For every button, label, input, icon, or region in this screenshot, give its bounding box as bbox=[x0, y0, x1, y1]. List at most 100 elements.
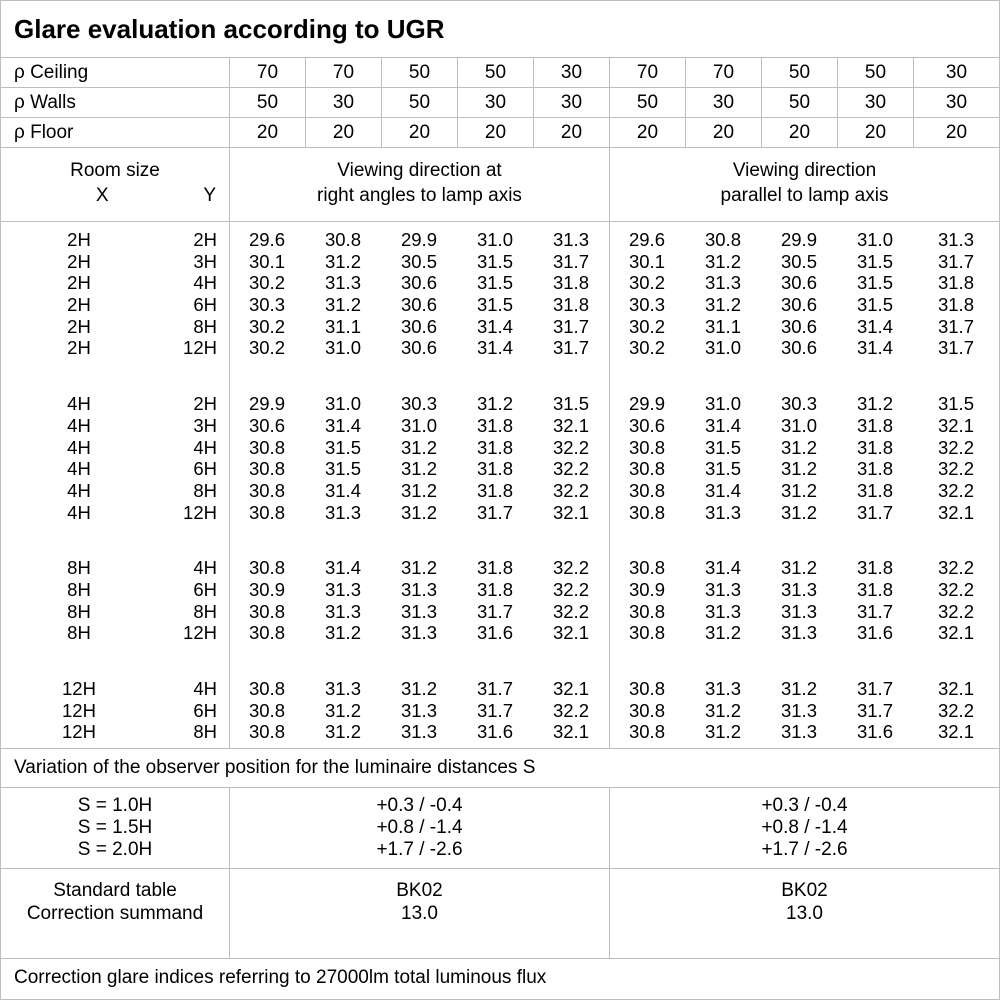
page-title: Glare evaluation according to UGR bbox=[14, 13, 445, 44]
reflectance-value: 20 bbox=[457, 118, 533, 147]
ugr-value-parallel: 31.1 bbox=[704, 315, 741, 337]
ugr-value-parallel: 31.4 bbox=[704, 479, 741, 501]
ugr-value-right-angles: 31.2 bbox=[324, 250, 361, 272]
ugr-value-right-angles: 32.2 bbox=[552, 436, 589, 458]
spacing-values-parallel: +0.3 / -0.4 +0.8 / -1.4 +1.7 / -2.6 bbox=[609, 788, 999, 868]
ugr-value-right-angles: 32.1 bbox=[552, 501, 589, 523]
ugr-value-parallel: 30.6 bbox=[780, 337, 817, 359]
standard-value-parallel: 13.0 bbox=[786, 903, 823, 924]
ugr-value-right-angles: 30.8 bbox=[248, 678, 285, 699]
ugr-value-parallel: 32.1 bbox=[937, 622, 974, 644]
ugr-row: 8H 12H 30.8 31.2 31.3 31.6 32.1 30.8 31.2 31.3 31.… bbox=[1, 622, 999, 644]
room-size-y: 6H bbox=[193, 578, 217, 600]
ugr-value-right-angles: 30.8 bbox=[248, 479, 285, 501]
reflectance-row-label: ρ Floor bbox=[14, 121, 74, 143]
room-size-y: 12H bbox=[183, 622, 217, 644]
ugr-value-right-angles: 30.6 bbox=[400, 337, 437, 359]
reflectance-table: ρ Ceiling 70 70 50 50 30 70 70 50 50 30 ρ Walls 50 30… bbox=[1, 58, 999, 148]
ugr-value-parallel: 31.7 bbox=[856, 501, 893, 523]
ugr-value-parallel: 31.4 bbox=[704, 414, 741, 436]
ugr-value-parallel: 31.3 bbox=[780, 578, 817, 600]
room-size-y: 12H bbox=[183, 501, 217, 523]
ugr-row: 8H 6H 30.9 31.3 31.3 31.8 32.2 30.9 31.3 31.3 31.8… bbox=[1, 579, 999, 601]
ugr-value-parallel: 31.2 bbox=[780, 436, 817, 458]
reflectance-value: 20 bbox=[913, 118, 999, 147]
ugr-value-right-angles: 30.3 bbox=[248, 294, 285, 316]
ugr-row: 12H 6H 30.8 31.2 31.3 31.7 32.2 30.8 31.2 31.3 31.… bbox=[1, 700, 999, 722]
ugr-value-right-angles: 32.1 bbox=[552, 622, 589, 644]
ugr-value-parallel: 31.8 bbox=[856, 414, 893, 436]
ugr-value-right-angles: 31.1 bbox=[324, 315, 361, 337]
room-size-x: 8H bbox=[67, 622, 91, 644]
ugr-value-right-angles: 31.2 bbox=[400, 479, 437, 501]
ugr-value-parallel: 31.6 bbox=[856, 622, 893, 644]
ugr-value-parallel: 31.2 bbox=[780, 678, 817, 699]
ugr-value-right-angles: 30.8 bbox=[248, 699, 285, 721]
reflectance-row-label: ρ Ceiling bbox=[14, 61, 89, 83]
ugr-value-parallel: 31.4 bbox=[856, 315, 893, 337]
ugr-value-right-angles: 30.2 bbox=[248, 272, 285, 294]
ugr-value-right-angles: 31.5 bbox=[552, 393, 589, 415]
reflectance-value: 30 bbox=[913, 58, 999, 87]
room-size-x: 8H bbox=[67, 600, 91, 622]
ugr-value-parallel: 30.3 bbox=[628, 294, 665, 316]
ugr-value-right-angles: 32.2 bbox=[552, 600, 589, 622]
reflectance-value: 20 bbox=[305, 118, 381, 147]
ugr-value-parallel: 31.7 bbox=[937, 315, 974, 337]
ugr-value-right-angles: 30.2 bbox=[248, 337, 285, 359]
reflectance-value: 50 bbox=[761, 58, 837, 87]
ugr-value-right-angles: 31.7 bbox=[476, 600, 513, 622]
room-size-x: 4H bbox=[67, 436, 91, 458]
ugr-value-parallel: 32.1 bbox=[937, 501, 974, 523]
ugr-value-parallel: 32.1 bbox=[937, 414, 974, 436]
ugr-value-parallel: 31.5 bbox=[704, 458, 741, 480]
ugr-value-parallel: 31.0 bbox=[856, 229, 893, 250]
ugr-value-parallel: 32.2 bbox=[937, 600, 974, 622]
ugr-value-parallel: 30.8 bbox=[628, 479, 665, 501]
ugr-value-right-angles: 31.3 bbox=[324, 501, 361, 523]
reflectance-value: 20 bbox=[837, 118, 913, 147]
reflectance-row: ρ Walls 50 30 50 30 30 50 30 50 30 30 bbox=[1, 88, 999, 118]
room-size-x: 8H bbox=[67, 578, 91, 600]
ugr-row: 12H 4H 30.8 31.3 31.2 31.7 32.1 30.8 31.3 31.2 31.… bbox=[1, 678, 999, 700]
ugr-value-parallel: 31.5 bbox=[856, 294, 893, 316]
ugr-value-right-angles: 31.8 bbox=[552, 294, 589, 316]
room-size-x: 12H bbox=[62, 678, 96, 699]
ugr-group-x-2H: 2H 2H 29.6 30.8 29.9 31.0 31.3 29.6 30.8 29.9 31.0… bbox=[1, 229, 999, 359]
ugr-value-parallel: 31.8 bbox=[856, 458, 893, 480]
ugr-value-parallel: 31.3 bbox=[780, 622, 817, 644]
ugr-value-parallel: 31.5 bbox=[856, 272, 893, 294]
ugr-value-right-angles: 31.2 bbox=[324, 721, 361, 743]
ugr-value-right-angles: 31.5 bbox=[476, 272, 513, 294]
ugr-value-parallel: 31.7 bbox=[856, 699, 893, 721]
ugr-value-right-angles: 31.8 bbox=[476, 557, 513, 579]
spacing-label: S = 2.0H bbox=[77, 839, 153, 860]
ugr-value-parallel: 30.3 bbox=[780, 393, 817, 415]
ugr-row: 4H 4H 30.8 31.5 31.2 31.8 32.2 30.8 31.5 31.2 31.8… bbox=[1, 437, 999, 459]
ugr-value-parallel: 31.8 bbox=[856, 557, 893, 579]
ugr-value-right-angles: 31.2 bbox=[324, 622, 361, 644]
ugr-value-right-angles: 31.3 bbox=[400, 622, 437, 644]
room-size-x: 2H bbox=[67, 229, 91, 250]
spacing-value-parallel: +0.3 / -0.4 bbox=[761, 795, 848, 816]
right-angles-header: Viewing direction at right angles to lam… bbox=[229, 148, 609, 221]
room-size-label: Room size bbox=[70, 160, 160, 181]
ugr-value-parallel: 31.8 bbox=[937, 294, 974, 316]
room-size-x: 2H bbox=[67, 272, 91, 294]
spacing-values-right-angles: +0.3 / -0.4 +0.8 / -1.4 +1.7 / -2.6 bbox=[229, 788, 609, 868]
ugr-value-parallel: 30.8 bbox=[628, 678, 665, 699]
divider-blocks bbox=[609, 222, 610, 748]
ugr-value-right-angles: 31.4 bbox=[476, 315, 513, 337]
ugr-value-right-angles: 32.2 bbox=[552, 557, 589, 579]
ugr-value-parallel: 31.2 bbox=[780, 479, 817, 501]
ugr-value-parallel: 30.2 bbox=[628, 315, 665, 337]
reflectance-value: 70 bbox=[609, 58, 685, 87]
ugr-value-parallel: 31.6 bbox=[856, 721, 893, 743]
ugr-value-right-angles: 31.2 bbox=[400, 678, 437, 699]
ugr-value-right-angles: 30.8 bbox=[248, 458, 285, 480]
ugr-value-parallel: 31.3 bbox=[780, 721, 817, 743]
room-size-y: 4H bbox=[193, 436, 217, 458]
ugr-value-right-angles: 31.5 bbox=[324, 436, 361, 458]
ugr-group-x-4H: 4H 2H 29.9 31.0 30.3 31.2 31.5 29.9 31.0 30.3 31.2… bbox=[1, 393, 999, 523]
ugr-value-parallel: 30.8 bbox=[628, 557, 665, 579]
